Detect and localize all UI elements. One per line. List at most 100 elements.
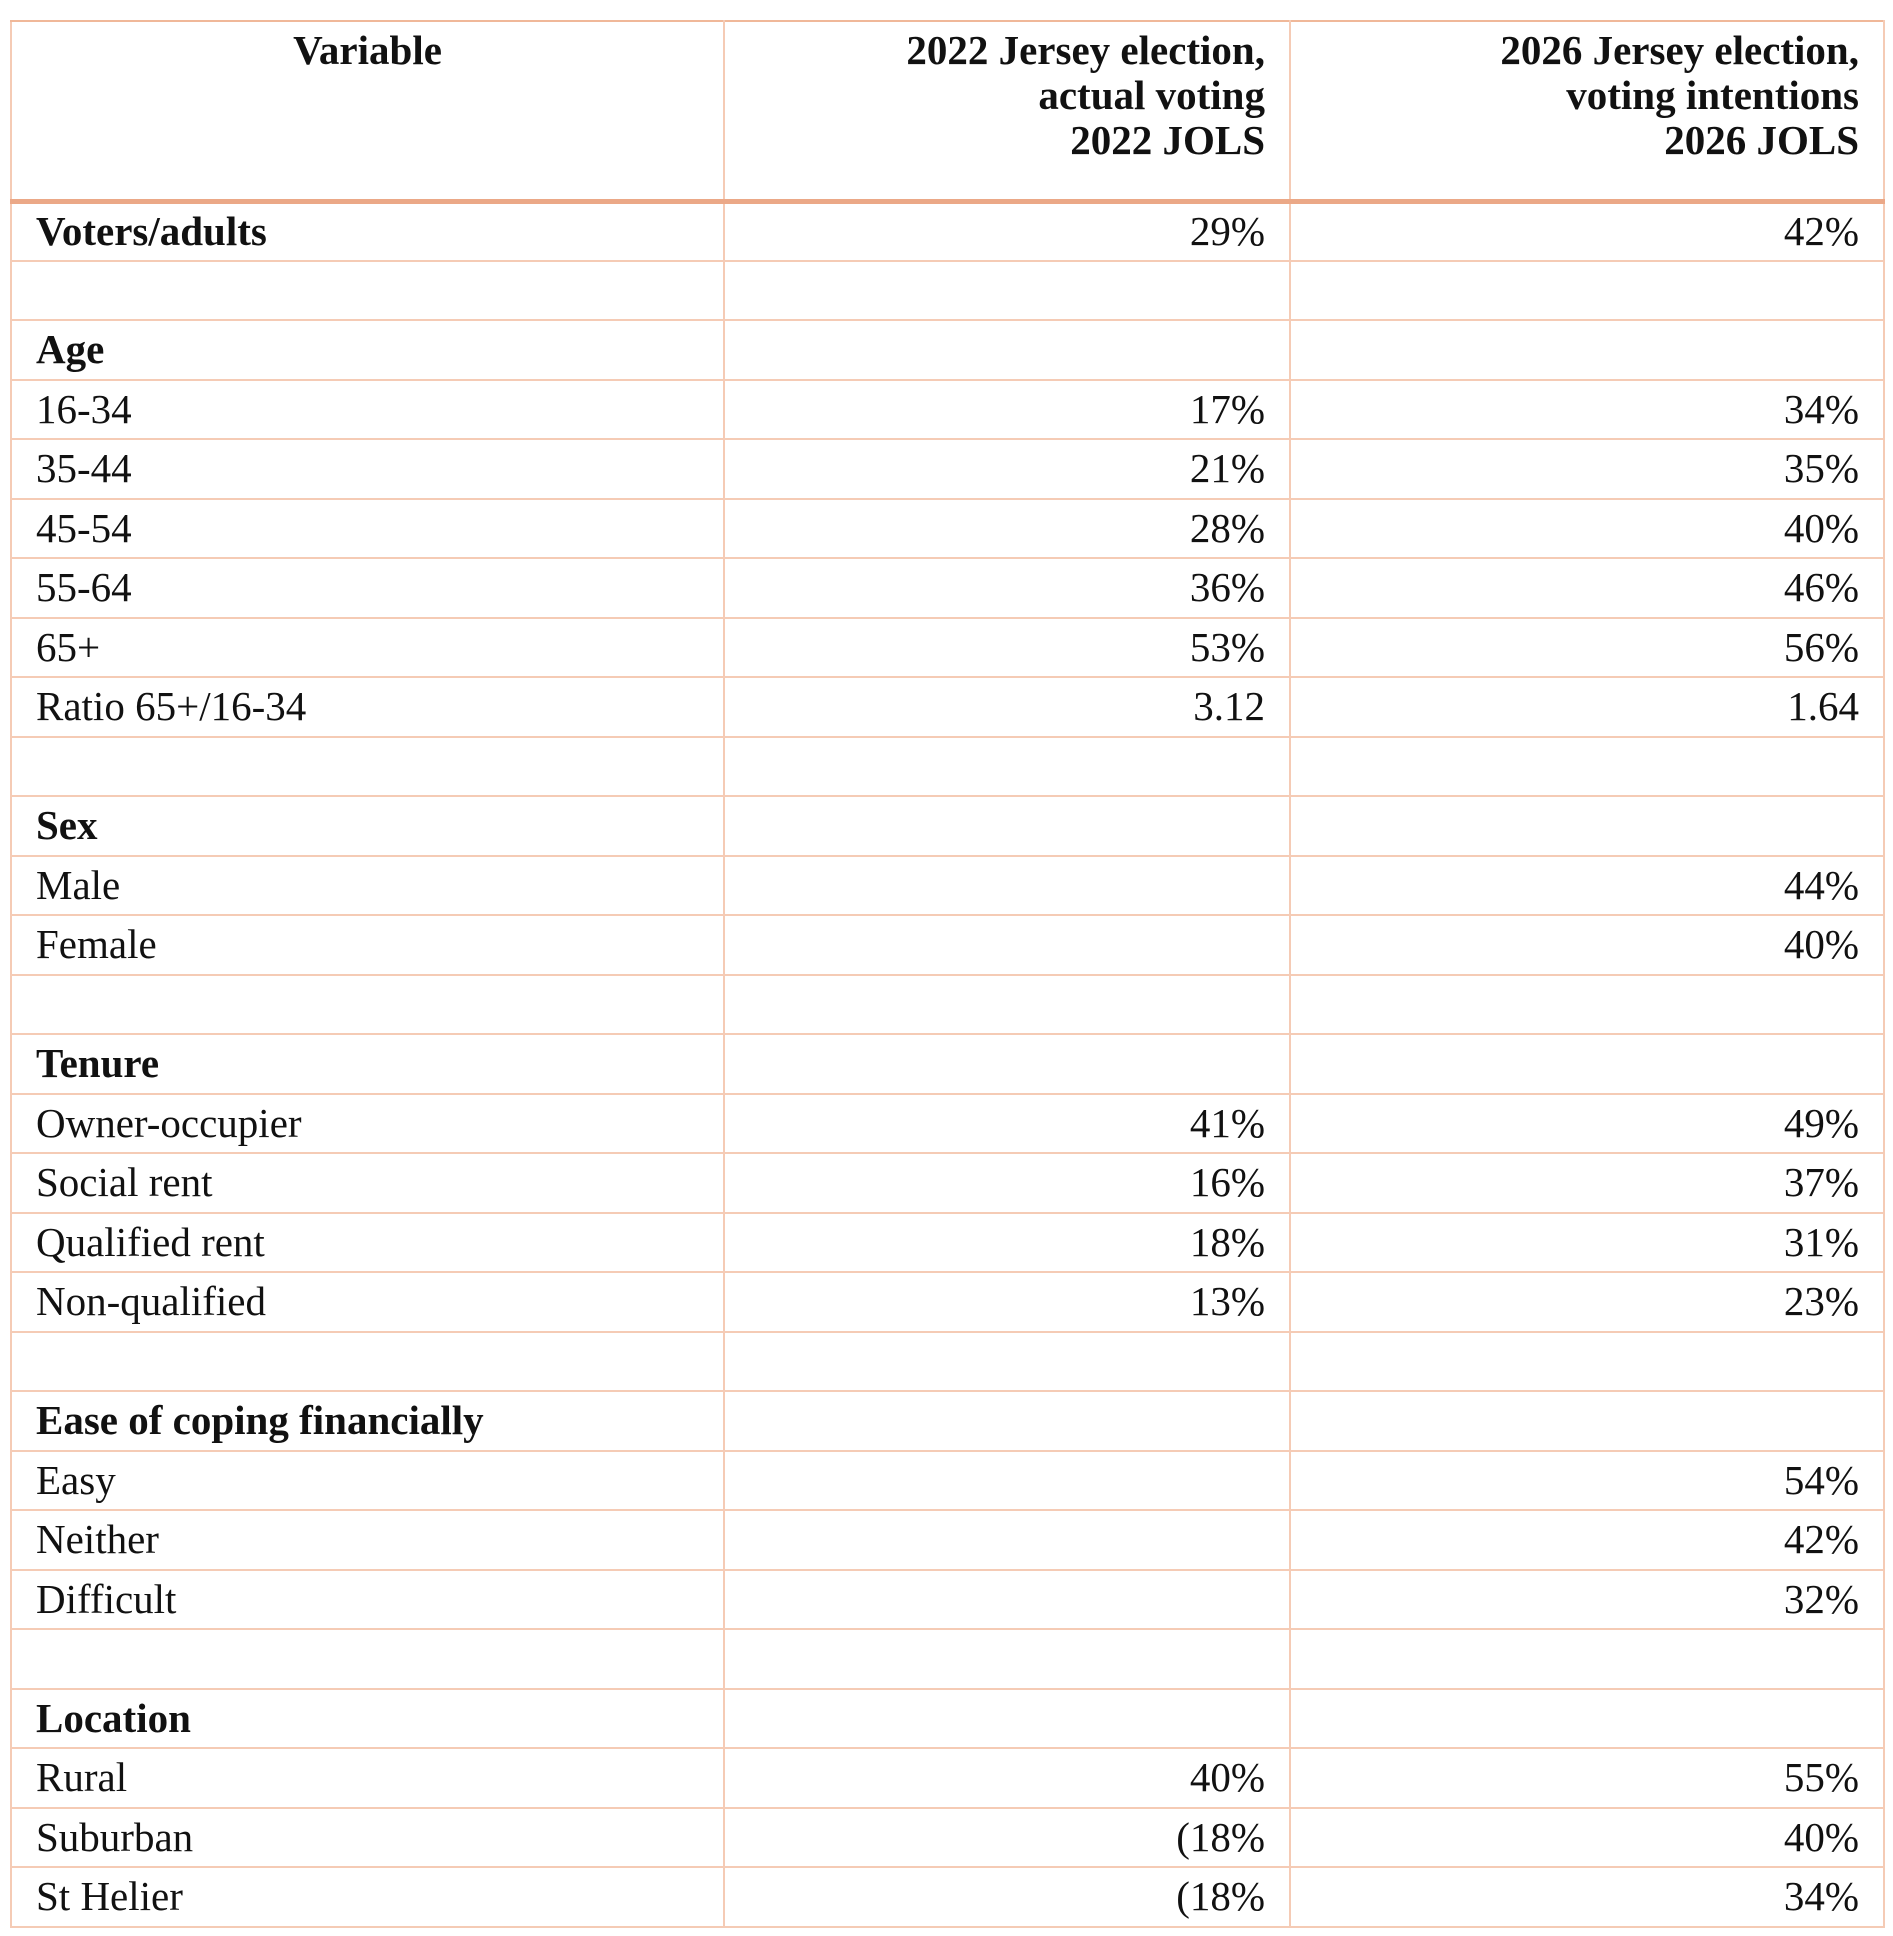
empty-cell: [10, 735, 725, 797]
value-cell: 53%: [723, 616, 1291, 678]
header-cell: 2026 Jersey election, voting intentions 20…: [1289, 20, 1885, 204]
section-heading-row: Tenure: [10, 1033, 1885, 1095]
value-cell: 21%: [723, 438, 1291, 500]
data-row: 65+ 53% 56%: [10, 616, 1885, 678]
value-cell: 42%: [1289, 1509, 1885, 1571]
value-cell: 34%: [1289, 1866, 1885, 1928]
header-cell: Variable: [10, 20, 725, 204]
empty-cell: [1289, 319, 1885, 381]
value-cell: [723, 854, 1291, 916]
value-cell: 31%: [1289, 1211, 1885, 1273]
data-row: St Helier (18% 34%: [10, 1866, 1885, 1928]
spacer-row: [10, 1330, 1885, 1392]
data-row: Qualified rent 18% 31%: [10, 1211, 1885, 1273]
row-label: 45-54: [10, 497, 725, 559]
row-label: Owner-occupier: [10, 1092, 725, 1154]
header-cell: 2022 Jersey election, actual voting 2022 J…: [723, 20, 1291, 204]
data-row: Social rent 16% 37%: [10, 1152, 1885, 1214]
value-cell: 37%: [1289, 1152, 1885, 1214]
empty-cell: [1289, 1390, 1885, 1452]
data-row: Rural 40% 55%: [10, 1747, 1885, 1809]
row-label: Social rent: [10, 1152, 725, 1214]
row-label: 16-34: [10, 378, 725, 440]
empty-cell: [10, 259, 725, 321]
row-label: Qualified rent: [10, 1211, 725, 1273]
row-label: Male: [10, 854, 725, 916]
value-cell: [723, 914, 1291, 976]
empty-cell: [1289, 1687, 1885, 1749]
data-row: Non-qualified 13% 23%: [10, 1271, 1885, 1333]
data-row: Neither 42%: [10, 1509, 1885, 1571]
empty-cell: [723, 1033, 1291, 1095]
table-header: Variable 2022 Jersey election, actual voti…: [10, 20, 1885, 204]
data-row: 16-34 17% 34%: [10, 378, 1885, 440]
row-label: Voters/adults: [10, 200, 725, 262]
section-heading: Ease of coping financially: [10, 1390, 725, 1452]
section-heading-row: Location: [10, 1687, 1885, 1749]
row-label: Ratio 65+/16-34: [10, 676, 725, 738]
header-line: voting intentions: [1566, 72, 1859, 119]
value-cell: 35%: [1289, 438, 1885, 500]
value-cell: 17%: [723, 378, 1291, 440]
empty-cell: [1289, 973, 1885, 1035]
data-row: Suburban (18% 40%: [10, 1806, 1885, 1868]
empty-cell: [723, 259, 1291, 321]
section-heading-row: Age: [10, 319, 1885, 381]
row-label: Easy: [10, 1449, 725, 1511]
empty-cell: [1289, 735, 1885, 797]
value-cell: 46%: [1289, 557, 1885, 619]
data-row: 55-64 36% 46%: [10, 557, 1885, 619]
data-row: Male 44%: [10, 854, 1885, 916]
data-row: Ratio 65+/16-34 3.12 1.64: [10, 676, 1885, 738]
empty-cell: [10, 1628, 725, 1690]
value-cell: 55%: [1289, 1747, 1885, 1809]
row-label: Neither: [10, 1509, 725, 1571]
value-cell: 1.64: [1289, 676, 1885, 738]
value-cell: 29%: [723, 200, 1291, 262]
empty-cell: [1289, 1033, 1885, 1095]
value-cell: 42%: [1289, 200, 1885, 262]
data-row: Easy 54%: [10, 1449, 1885, 1511]
empty-cell: [723, 735, 1291, 797]
empty-cell: [723, 1687, 1291, 1749]
value-cell: 13%: [723, 1271, 1291, 1333]
empty-cell: [1289, 1628, 1885, 1690]
value-cell: [723, 1509, 1291, 1571]
empty-cell: [723, 973, 1291, 1035]
data-table: Variable 2022 Jersey election, actual voti…: [10, 20, 1885, 1928]
row-label: 55-64: [10, 557, 725, 619]
spacer-row: [10, 973, 1885, 1035]
empty-cell: [723, 1330, 1291, 1392]
value-cell: 56%: [1289, 616, 1885, 678]
row-label: Suburban: [10, 1806, 725, 1868]
header-line: Variable: [293, 27, 442, 73]
value-cell: 44%: [1289, 854, 1885, 916]
empty-cell: [723, 1628, 1291, 1690]
row-label: Difficult: [10, 1568, 725, 1630]
spacer-row: [10, 259, 1885, 321]
summary-row: Voters/adults 29% 42%: [10, 200, 1885, 262]
header-line: 2022 JOLS: [1070, 117, 1265, 164]
header-line: 2022 Jersey election,: [906, 27, 1265, 73]
value-cell: 28%: [723, 497, 1291, 559]
value-cell: 34%: [1289, 378, 1885, 440]
empty-cell: [1289, 259, 1885, 321]
value-cell: (18%: [723, 1866, 1291, 1928]
empty-cell: [723, 1390, 1291, 1452]
value-cell: [723, 1568, 1291, 1630]
section-heading: Location: [10, 1687, 725, 1749]
data-row: Difficult 32%: [10, 1568, 1885, 1630]
section-heading: Tenure: [10, 1033, 725, 1095]
header-line: 2026 JOLS: [1664, 117, 1859, 164]
value-cell: 16%: [723, 1152, 1291, 1214]
row-label: 65+: [10, 616, 725, 678]
value-cell: [723, 1449, 1291, 1511]
row-label: Female: [10, 914, 725, 976]
empty-cell: [10, 1330, 725, 1392]
row-label: 35-44: [10, 438, 725, 500]
empty-cell: [723, 795, 1291, 857]
value-cell: 54%: [1289, 1449, 1885, 1511]
value-cell: 32%: [1289, 1568, 1885, 1630]
table-body: Voters/adults 29% 42% Age 16-34 17% 34% 35-44 21…: [10, 200, 1885, 1928]
